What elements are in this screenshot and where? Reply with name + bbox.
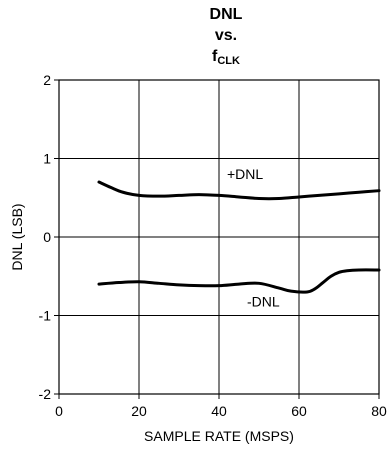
- y-tick-label: 2: [43, 72, 51, 88]
- tick-labels: 0 20 40 60 80 2 1 0 -1 -2: [39, 72, 387, 419]
- x-tick-label: 20: [131, 403, 147, 419]
- x-tick-label: 40: [211, 403, 227, 419]
- x-tick-label: 60: [291, 403, 307, 419]
- title-line-3: fCLK: [0, 46, 388, 72]
- series-label-plus-dnl: +DNL: [227, 166, 263, 182]
- x-tick-label: 0: [55, 403, 63, 419]
- title-line-1: DNL: [209, 6, 243, 23]
- x-axis-label: SAMPLE RATE (MSPS): [144, 428, 294, 444]
- y-axis-label: DNL (LSB): [9, 203, 25, 270]
- title-line-3-sub: CLK: [217, 55, 240, 67]
- plot-frame: [54, 79, 380, 399]
- chart-title: DNL vs. fCLK: [0, 4, 388, 72]
- title-line-3-main: f: [212, 48, 218, 65]
- y-tick-label: 0: [43, 229, 51, 245]
- series-line-minus-dnl: [97, 268, 381, 294]
- grid: [59, 80, 379, 394]
- series-line-plus-dnl: [97, 180, 381, 201]
- y-tick-label: -1: [39, 308, 52, 324]
- series-lines: [97, 180, 381, 294]
- title-line-2: vs.: [214, 27, 238, 44]
- y-tick-label: -2: [39, 386, 52, 402]
- series-labels: +DNL -DNL: [227, 166, 280, 309]
- series-label-minus-dnl: -DNL: [247, 293, 280, 309]
- y-tick-label: 1: [43, 151, 51, 167]
- x-tick-label: 80: [371, 403, 387, 419]
